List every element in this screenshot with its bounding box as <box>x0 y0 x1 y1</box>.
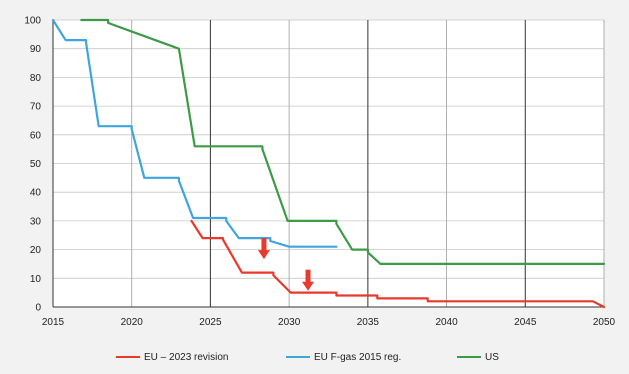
x-tick-label: 2035 <box>357 317 380 328</box>
down-arrow-icon <box>302 269 315 291</box>
y-tick-label: 60 <box>30 130 42 141</box>
legend-label: EU – 2023 revision <box>144 352 229 363</box>
y-tick-label: 30 <box>30 216 42 227</box>
y-tick-label: 70 <box>30 102 42 113</box>
annotations <box>257 238 315 291</box>
arrow-shaft <box>305 269 311 283</box>
series-line <box>190 219 606 309</box>
y-tick-label: 50 <box>30 159 42 170</box>
legend-label: EU F-gas 2015 reg. <box>314 352 401 363</box>
x-tick-label: 2050 <box>593 317 616 328</box>
legend-label: US <box>485 352 499 363</box>
series-line <box>51 18 338 248</box>
arrow-head <box>302 281 315 291</box>
legend-item: EU F-gas 2015 reg. <box>286 352 401 363</box>
legend: EU – 2023 revision EU F-gas 2015 reg. US <box>116 352 499 363</box>
x-tick-label: 2025 <box>199 317 222 328</box>
down-arrow-icon <box>257 238 270 260</box>
y-tick-label: 90 <box>30 44 42 55</box>
arrow-head <box>257 250 270 260</box>
y-tick-label: 10 <box>30 274 42 285</box>
x-tick-label: 2045 <box>514 317 537 328</box>
y-tick-label: 20 <box>30 245 42 256</box>
arrow-shaft <box>261 238 267 252</box>
legend-item: US <box>457 352 499 363</box>
x-tick-label: 2020 <box>121 317 144 328</box>
y-tick-label: 0 <box>35 303 41 314</box>
series-line <box>80 18 606 265</box>
y-tick-label: 100 <box>24 16 41 27</box>
y-tick-label: 80 <box>30 73 42 84</box>
x-tick-label: 2030 <box>278 317 301 328</box>
x-tick-label: 2040 <box>435 317 458 328</box>
grid <box>52 19 605 308</box>
y-tick-label: 40 <box>30 188 42 199</box>
x-tick-label: 2015 <box>42 317 65 328</box>
legend-item: EU – 2023 revision <box>116 352 229 363</box>
series-lines <box>51 18 606 309</box>
